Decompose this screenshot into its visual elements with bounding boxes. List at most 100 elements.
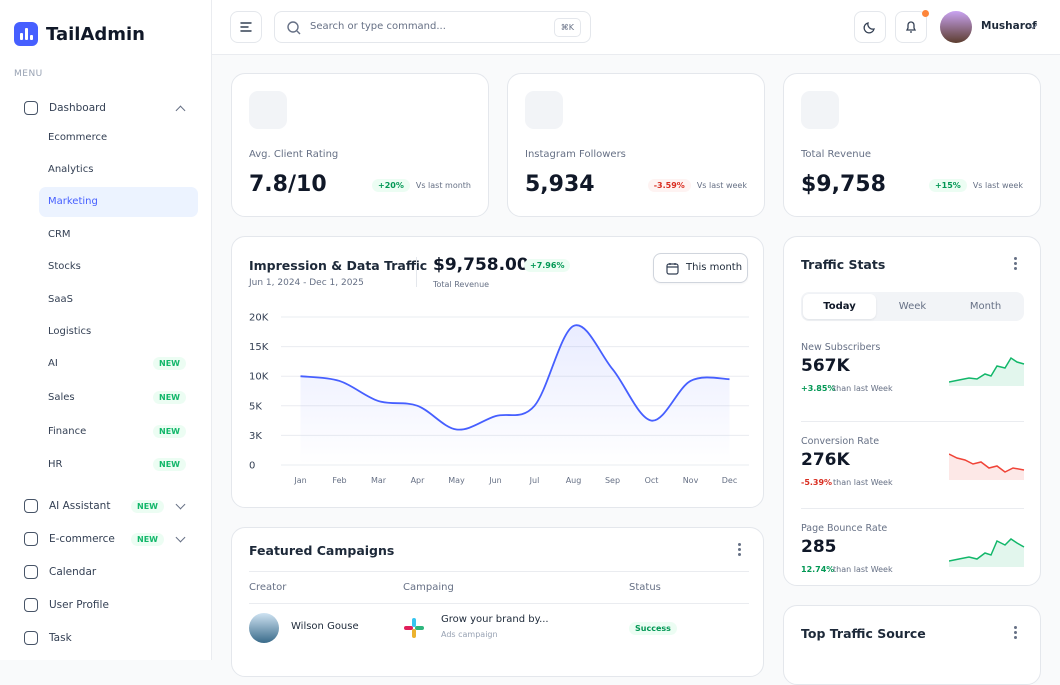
tab[interactable]: Month: [969, 301, 1002, 312]
line: [300, 324, 730, 431]
stat-change-row: +20% Vs last month: [372, 179, 471, 192]
nav-item[interactable]: User Profile: [14, 590, 198, 620]
nav-subitem[interactable]: HR NEW: [39, 450, 198, 480]
more-menu[interactable]: [1014, 631, 1017, 634]
sidebar: TailAdmin MENU Dashboard Ecommerce Analyti…: [0, 0, 212, 660]
stat-change-row: +15% Vs last week: [928, 179, 1023, 192]
traffic-stat-label: Conversion Rate: [801, 436, 880, 447]
traffic-stat-change: +3.85%: [801, 384, 836, 393]
line-chart: 0 3K 5K 10K 15K 20K Jan Feb Mar Apr May Jun Jul Aug Se…: [249, 313, 749, 485]
brand-name: TailAdmin: [46, 23, 145, 45]
nav-subitem[interactable]: SaaS: [39, 284, 198, 314]
nav-subitem[interactable]: Ecommerce: [39, 122, 198, 152]
y-tick-label: 3K: [249, 431, 262, 442]
theme-toggle[interactable]: [854, 11, 886, 43]
nav-item[interactable]: E-commerce NEW: [14, 524, 198, 554]
chart-title: Impression & Data Traffic: [249, 258, 428, 273]
area: [300, 325, 730, 465]
y-tick-label: 10K: [249, 372, 269, 383]
nav-icon: [24, 499, 38, 514]
tab[interactable]: Week: [898, 301, 927, 312]
stat-change: +20%: [372, 179, 410, 192]
campaigns-card: Featured Campaigns Creator Campaing Stat…: [231, 527, 764, 677]
nav-label: Dashboard: [49, 102, 106, 114]
campaign-type: Ads campaign: [441, 630, 498, 639]
nav-subitem[interactable]: Finance NEW: [39, 416, 198, 446]
nav-label: Task: [49, 632, 72, 645]
nav-label: Finance: [48, 425, 87, 437]
sparkline-area: [949, 539, 1024, 567]
x-tick-label: Oct: [645, 476, 659, 485]
nav-subitem[interactable]: Sales NEW: [39, 382, 198, 412]
more-menu[interactable]: [738, 548, 741, 551]
column-header: Creator: [249, 582, 287, 593]
nav-item[interactable]: Task: [14, 623, 198, 653]
x-tick-label: Nov: [683, 476, 699, 485]
top-traffic-source-title: Top Traffic Source: [801, 626, 926, 641]
stat-icon: [801, 91, 839, 129]
traffic-stat-change: 12.74%: [801, 565, 835, 574]
nav-subitem[interactable]: Analytics: [39, 154, 198, 184]
nav-subitem[interactable]: Logistics: [39, 316, 198, 346]
notifications[interactable]: [895, 10, 929, 43]
chart-total-label: Total Revenue: [433, 280, 490, 289]
nav-icon: [24, 565, 38, 580]
menu-toggle[interactable]: [230, 11, 262, 43]
search-shortcut: ⌘K: [553, 18, 581, 37]
x-tick-label: Jul: [529, 476, 540, 485]
traffic-stats-card: Traffic Stats Today Week Month New Subscri…: [783, 236, 1041, 586]
stat-card: Avg. Client Rating 7.8/10 +20% Vs last mont…: [231, 73, 489, 217]
user-name[interactable]: Musharof: [981, 20, 1037, 32]
more-menu[interactable]: [1014, 262, 1017, 265]
campaign-status: Success: [629, 622, 677, 635]
nav-item[interactable]: AI Assistant NEW: [14, 491, 198, 521]
menu-icon: [240, 22, 252, 32]
x-tick-label: Sep: [605, 476, 620, 485]
search-placeholder: Search or type command...: [310, 21, 446, 32]
sparkline-area: [949, 358, 1024, 386]
tab[interactable]: Today: [803, 294, 876, 319]
nav-subitem[interactable]: AI NEW: [39, 349, 198, 379]
creator-name: Wilson Gouse: [291, 621, 359, 632]
nav-icon: [24, 532, 38, 547]
chart-total: $9,758.00: [433, 255, 529, 275]
nav-subitem[interactable]: Marketing: [39, 186, 198, 217]
x-tick-label: Dec: [722, 476, 737, 485]
x-tick-label: Jun: [488, 476, 502, 485]
traffic-stat-value: 276K: [801, 450, 850, 470]
x-tick-label: Aug: [566, 476, 582, 485]
traffic-stat-period: than last Week: [833, 565, 893, 574]
nav-item[interactable]: Calendar: [14, 557, 198, 587]
period-button[interactable]: This month: [653, 253, 748, 283]
creator-avatar: [249, 613, 279, 643]
nav-label: AI: [48, 358, 58, 370]
stat-period: Vs last week: [972, 181, 1023, 190]
nav-label: Marketing: [48, 196, 98, 208]
nav-subitem[interactable]: CRM: [39, 219, 198, 249]
search-box[interactable]: Search or type command... ⌘K: [274, 11, 591, 43]
traffic-stat: Conversion Rate 276K -5.39% than last Week: [801, 421, 1025, 508]
search-icon: [287, 21, 301, 35]
x-tick-label: Apr: [411, 476, 426, 485]
nav-label: SaaS: [48, 293, 73, 305]
stat-period: Vs last month: [415, 181, 471, 190]
stat-value: 5,934: [525, 172, 595, 197]
nav-label: Analytics: [48, 163, 94, 175]
nav-badge: NEW: [153, 458, 186, 472]
nav-icon: [24, 631, 38, 646]
nav-icon: [24, 101, 38, 115]
traffic-stat-change: -5.39%: [801, 478, 833, 487]
brand[interactable]: TailAdmin: [14, 22, 145, 46]
stat-label: Instagram Followers: [525, 149, 626, 160]
user-avatar[interactable]: [940, 11, 972, 43]
stat-period: Vs last week: [696, 181, 747, 190]
period-button-label: This month: [686, 262, 743, 273]
nav-subitem[interactable]: Stocks: [39, 252, 198, 282]
nav-label: Ecommerce: [48, 131, 108, 143]
divider: [416, 257, 417, 287]
sparkline: [949, 538, 1025, 567]
stat-label: Avg. Client Rating: [249, 149, 339, 160]
y-tick-label: 15K: [249, 342, 269, 353]
nav-item[interactable]: Dashboard: [14, 93, 198, 123]
